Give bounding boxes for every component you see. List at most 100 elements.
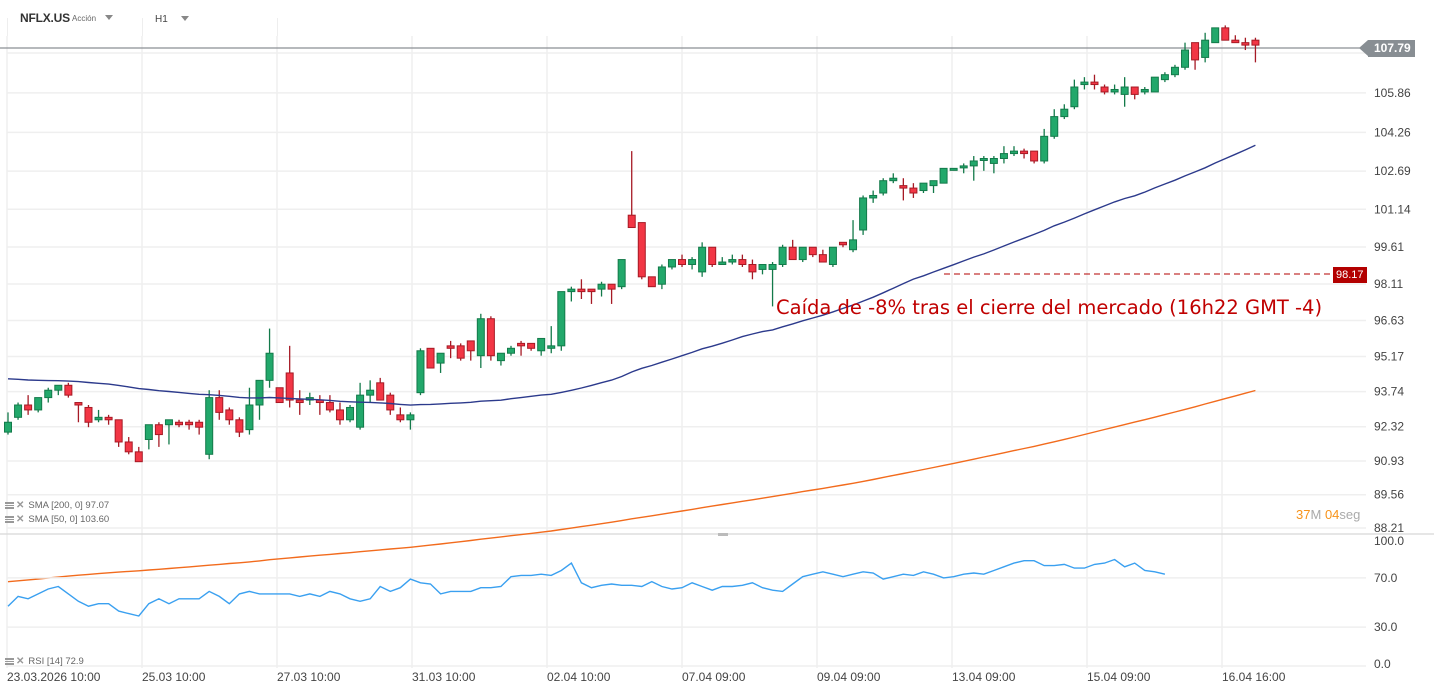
candle [1020, 150, 1029, 155]
symbol-dropdown-chevron-down-icon[interactable] [105, 15, 113, 20]
candle [788, 246, 797, 261]
chart-toolbar: NFLX.US Acción H1 [0, 0, 1434, 36]
candle [597, 283, 606, 290]
candle [637, 222, 646, 278]
candle [1080, 81, 1089, 86]
candle [84, 406, 93, 423]
candle [647, 276, 656, 288]
symbol-name[interactable]: NFLX.US [20, 11, 70, 25]
price-axis-label: 92.32 [1374, 420, 1404, 434]
candle [949, 167, 958, 171]
candle [1050, 116, 1059, 137]
alert-price-tag[interactable]: 98.17 [1333, 267, 1367, 283]
candle [386, 394, 395, 411]
candle [959, 165, 968, 169]
candle [1070, 86, 1079, 108]
candle [416, 350, 425, 394]
time-axis-label: 31.03 10:00 [412, 670, 476, 684]
candle [688, 259, 697, 265]
candle [64, 384, 73, 396]
timeframe-dropdown-chevron-down-icon[interactable] [181, 16, 189, 21]
candle [34, 397, 43, 411]
price-axis-label: 88.21 [1374, 521, 1404, 535]
candle [1251, 39, 1260, 46]
candle [335, 409, 344, 421]
candle [1170, 66, 1179, 76]
candle [1090, 81, 1099, 86]
candle [486, 318, 495, 357]
candle [24, 404, 33, 411]
candle [708, 246, 717, 265]
chart-annotation-text[interactable]: Caída de -8% tras el cierre del mercado … [776, 296, 1323, 319]
remove-indicator-close-icon[interactable]: ✕ [16, 514, 25, 525]
candle [366, 389, 375, 396]
candle [426, 347, 435, 369]
candle [537, 337, 546, 352]
candle [577, 288, 586, 293]
candle [356, 394, 365, 428]
candle [94, 416, 103, 421]
candle [205, 397, 214, 455]
candle [919, 182, 928, 192]
time-axis-label: 07.04 09:00 [682, 670, 746, 684]
candle [748, 263, 757, 273]
candle [215, 397, 224, 413]
candle [1150, 76, 1159, 93]
candle [104, 416, 113, 421]
price-axis-label: 89.56 [1374, 488, 1404, 502]
candle [1030, 150, 1039, 162]
time-axis-label: 25.03 10:00 [142, 670, 206, 684]
candle [376, 382, 385, 401]
candle [1241, 42, 1250, 46]
candle [808, 246, 817, 256]
candle [818, 254, 827, 263]
current-price-tag: 107.79 [1359, 40, 1415, 57]
panel-resize-handle[interactable] [718, 533, 728, 536]
candle [1060, 108, 1069, 118]
candle [889, 177, 898, 182]
candle [587, 288, 596, 293]
candle [738, 259, 747, 265]
sma50-legend-label: SMA [50, 0] 103.60 [28, 514, 110, 525]
candle [999, 153, 1008, 160]
candle [265, 352, 274, 381]
settings-menu-icon[interactable] [5, 658, 14, 665]
candle [969, 160, 978, 167]
time-axis-label: 16.04 16:00 [1222, 670, 1286, 684]
price-axis-label: 95.17 [1374, 349, 1404, 363]
timeframe-selector[interactable]: H1 [155, 14, 168, 25]
sma200-line [7, 389, 1256, 583]
candle [436, 352, 445, 364]
sma200-legend: ✕ SMA [200, 0] 97.07 [5, 500, 109, 511]
candle [899, 185, 908, 189]
candle [1120, 86, 1129, 95]
candle [4, 421, 12, 433]
candle [74, 402, 83, 406]
candle [1010, 150, 1018, 155]
remove-indicator-close-icon[interactable]: ✕ [16, 656, 25, 667]
candle [235, 419, 244, 433]
candle [164, 419, 173, 426]
candle [517, 342, 526, 347]
candle [979, 158, 988, 162]
candle [245, 404, 254, 431]
divider [142, 18, 143, 36]
candle [557, 291, 566, 347]
candle [1110, 88, 1119, 93]
settings-menu-icon[interactable] [5, 502, 14, 509]
remove-indicator-close-icon[interactable]: ✕ [16, 500, 25, 511]
candle [758, 263, 767, 270]
candle [798, 246, 807, 261]
candle [144, 424, 153, 441]
settings-menu-icon[interactable] [5, 516, 14, 523]
candle [285, 372, 294, 401]
candle [476, 318, 485, 357]
price-axis-label: 105.86 [1374, 86, 1411, 100]
candle [698, 246, 707, 273]
candle [275, 387, 284, 404]
candle [859, 197, 868, 231]
candle [879, 180, 888, 194]
price-axis-label: 99.61 [1374, 240, 1404, 254]
time-axis-label: 09.04 09:00 [817, 670, 881, 684]
